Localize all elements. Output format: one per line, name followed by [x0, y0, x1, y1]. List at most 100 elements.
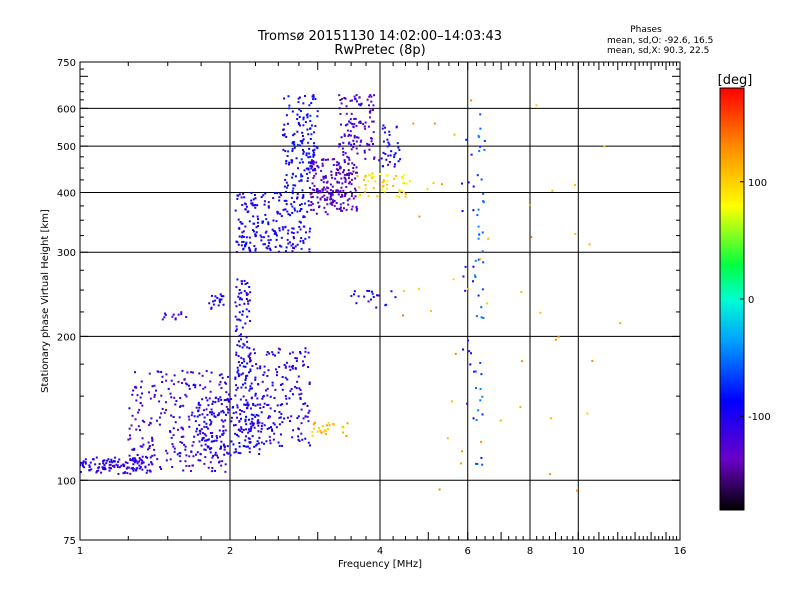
echo-point: [216, 456, 219, 459]
echo-point: [299, 388, 302, 391]
echo-point: [158, 400, 161, 403]
echo-point: [237, 295, 240, 298]
y-axis-label: Stationary phase Virtual Height [km]: [40, 209, 51, 393]
echo-point: [393, 165, 396, 168]
echo-point: [178, 405, 181, 408]
echo-point: [347, 134, 350, 137]
echo-point: [296, 197, 299, 200]
echo-point: [217, 304, 220, 307]
echo-point: [284, 150, 287, 153]
echo-point: [185, 395, 188, 398]
echo-point: [169, 392, 172, 395]
echo-point: [284, 365, 287, 368]
x-tick-label: 6: [465, 546, 471, 557]
echo-point: [311, 98, 314, 101]
echo-point: [284, 178, 287, 181]
echo-point: [270, 428, 273, 431]
echo-point: [352, 166, 355, 169]
echo-point: [283, 199, 286, 202]
echo-point: [393, 156, 396, 159]
echo-point: [308, 152, 311, 155]
echo-point: [573, 184, 576, 187]
echo-point: [82, 465, 85, 468]
echo-point: [246, 315, 249, 318]
echo-point: [149, 421, 152, 424]
echo-point: [248, 447, 251, 450]
echo-point: [281, 388, 284, 391]
echo-point: [224, 419, 227, 422]
echo-point: [339, 99, 342, 102]
echo-point: [499, 419, 502, 422]
echo-point: [198, 372, 201, 375]
echo-point: [212, 303, 215, 306]
echo-point: [248, 389, 251, 392]
echo-point: [207, 404, 210, 407]
echo-point: [235, 351, 238, 354]
echo-point: [394, 296, 397, 299]
echo-point: [290, 203, 293, 206]
x-tick-label: 8: [527, 546, 533, 557]
echo-point: [165, 449, 168, 452]
echo-point: [300, 408, 303, 411]
echo-point: [348, 133, 351, 136]
echo-point: [210, 371, 213, 374]
echo-point: [313, 145, 316, 148]
echo-point: [298, 220, 301, 223]
echo-point: [216, 436, 219, 439]
echo-point: [261, 422, 264, 425]
chart-subtitle: RwPretec (8p): [334, 43, 425, 58]
echo-point: [312, 151, 315, 154]
echo-point: [298, 387, 301, 390]
echo-point: [245, 298, 248, 301]
echo-point: [280, 245, 283, 248]
echo-point: [242, 240, 245, 243]
echo-point: [252, 402, 255, 405]
echo-point: [349, 121, 352, 124]
echo-point: [90, 468, 93, 471]
echo-point: [248, 353, 251, 356]
echo-point: [108, 460, 111, 463]
echo-point: [309, 165, 312, 168]
colorbar-tick-label: 100: [748, 178, 767, 189]
echo-point: [266, 387, 269, 390]
echo-point: [477, 134, 480, 137]
echo-point: [253, 445, 256, 448]
echo-point: [473, 274, 476, 277]
echo-point: [246, 340, 249, 343]
echo-point: [302, 194, 305, 197]
echo-point: [293, 146, 296, 149]
echo-point: [264, 231, 267, 234]
echo-point: [174, 403, 177, 406]
echo-point: [336, 161, 339, 164]
echo-point: [331, 203, 334, 206]
echo-point: [313, 148, 316, 151]
echo-point: [240, 338, 243, 341]
echo-point: [417, 287, 420, 290]
echo-point: [312, 94, 315, 97]
echo-point: [452, 278, 455, 281]
echo-point: [134, 460, 137, 463]
echo-point: [346, 199, 349, 202]
echo-point: [259, 367, 262, 370]
echo-point: [295, 357, 298, 360]
echo-point: [301, 360, 304, 363]
echo-point: [366, 289, 369, 292]
echo-point: [296, 193, 299, 196]
echo-point: [272, 422, 275, 425]
echo-point: [251, 422, 254, 425]
echo-point: [113, 464, 116, 467]
echo-point: [241, 204, 244, 207]
echo-point: [482, 192, 485, 195]
echo-point: [319, 189, 322, 192]
echo-point: [254, 233, 257, 236]
echo-point: [278, 229, 281, 232]
echo-point: [245, 423, 248, 426]
echo-point: [355, 171, 358, 174]
echo-point: [235, 384, 238, 387]
echo-point: [353, 187, 356, 190]
echo-point: [286, 238, 289, 241]
echo-point: [237, 451, 240, 454]
echo-point: [237, 435, 240, 438]
echo-point: [267, 416, 270, 419]
